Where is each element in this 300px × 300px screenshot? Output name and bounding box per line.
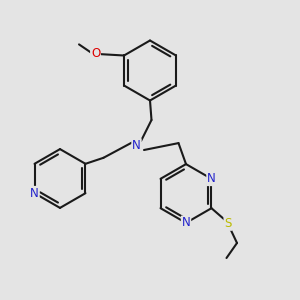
Text: N: N: [30, 187, 39, 200]
Text: N: N: [132, 139, 141, 152]
Text: S: S: [224, 217, 232, 230]
Text: O: O: [91, 47, 100, 61]
Text: N: N: [182, 216, 190, 230]
Text: N: N: [207, 172, 216, 185]
